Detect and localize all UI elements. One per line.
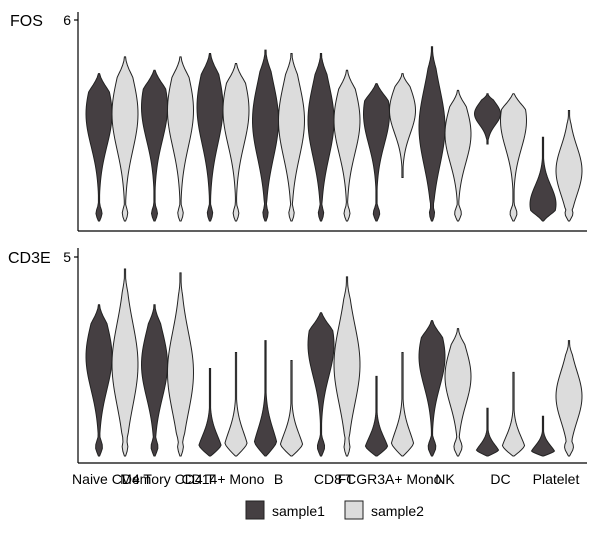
violin-fos-b-sample2	[277, 53, 306, 222]
violin-fos-fcgr3a-mono-sample2	[388, 73, 417, 178]
violin-cd3e-memory-cd4-t-sample2	[167, 272, 194, 457]
x-tick-label-dc: DC	[490, 471, 510, 487]
panel-cd3e: CD3E 5	[8, 248, 587, 464]
violin-cd3e-dc-sample2	[501, 371, 526, 457]
violin-cd3e-cd8-t-sample2	[333, 276, 361, 457]
violin-fos-memory-cd4-t-sample1	[140, 69, 169, 222]
violin-cd3e-fcgr3a-mono-sample1	[364, 375, 389, 457]
x-tick-label-naive-cd4-t: Naive CD4 T	[72, 471, 152, 487]
violin-fos-nk-sample2	[444, 89, 472, 222]
violin-fos-cd14-mono-sample1	[196, 53, 224, 222]
violin-cd3e-nk-sample2	[444, 328, 472, 457]
violin-fos-b-sample1	[252, 49, 279, 222]
x-tick-label-b: B	[274, 471, 283, 487]
violin-fos-naive-cd4-t-sample2	[111, 56, 139, 222]
violin-fos-platelet-sample1	[529, 136, 557, 222]
violin-fos-memory-cd4-t-sample2	[166, 56, 195, 222]
violin-cd3e-platelet-sample1	[530, 415, 556, 457]
violin-cd3e-cd8-t-sample1	[307, 312, 335, 457]
gene-label-fos: FOS	[10, 13, 43, 30]
violin-fos-dc-sample1	[473, 93, 502, 145]
gene-label-cd3e: CD3E	[8, 250, 51, 267]
x-tick-label-nk: NK	[435, 471, 455, 487]
violin-cd3e-naive-cd4-t-sample2	[111, 268, 139, 457]
x-tick-label-cd14-mono: CD14+ Mono	[182, 471, 265, 487]
y-tick-label-fos: 6	[63, 12, 71, 28]
violin-cd3e-b-sample1	[253, 340, 278, 457]
legend-swatch-sample1	[245, 500, 265, 520]
y-tick-label-cd3e: 5	[63, 249, 71, 265]
legend-label-sample2: sample2	[371, 503, 424, 519]
violin-cd3e-memory-cd4-t-sample1	[140, 304, 169, 457]
violin-cd3e-naive-cd4-t-sample1	[85, 304, 113, 457]
violin-cd3e-b-sample2	[279, 359, 304, 457]
violins-cd3e	[85, 268, 583, 457]
violin-fos-naive-cd4-t-sample1	[85, 73, 113, 222]
violins-fos	[85, 46, 583, 222]
violin-cd3e-dc-sample1	[475, 407, 500, 457]
x-tick-label-cd8-t: CD8 T	[314, 471, 355, 487]
violin-cd3e-cd14-mono-sample1	[198, 367, 222, 457]
violin-fos-cd8-t-sample1	[307, 53, 335, 222]
violin-cd3e-nk-sample1	[418, 320, 446, 457]
violin-fos-platelet-sample2	[555, 109, 583, 222]
violin-fos-fcgr3a-mono-sample1	[362, 83, 391, 222]
legend-swatch-sample2	[344, 500, 364, 520]
violin-cd3e-fcgr3a-mono-sample2	[390, 352, 415, 457]
x-tick-label-memory-cd4-t: Memory CD4 T	[120, 471, 215, 487]
violin-fos-nk-sample1	[418, 46, 446, 222]
violin-fos-dc-sample2	[500, 93, 527, 222]
legend: sample1 sample2	[245, 500, 424, 520]
violin-fos-cd8-t-sample2	[333, 69, 361, 222]
violin-cd3e-platelet-sample2	[555, 340, 583, 457]
x-tick-label-fcgr3a-mono: FCGR3A+ Mono	[338, 471, 442, 487]
violin-cd3e-cd14-mono-sample2	[224, 352, 248, 457]
x-tick-label-platelet: Platelet	[533, 471, 580, 487]
legend-label-sample1: sample1	[272, 503, 325, 519]
panel-fos: FOS 6	[10, 12, 587, 232]
violin-fos-cd14-mono-sample2	[222, 63, 250, 222]
